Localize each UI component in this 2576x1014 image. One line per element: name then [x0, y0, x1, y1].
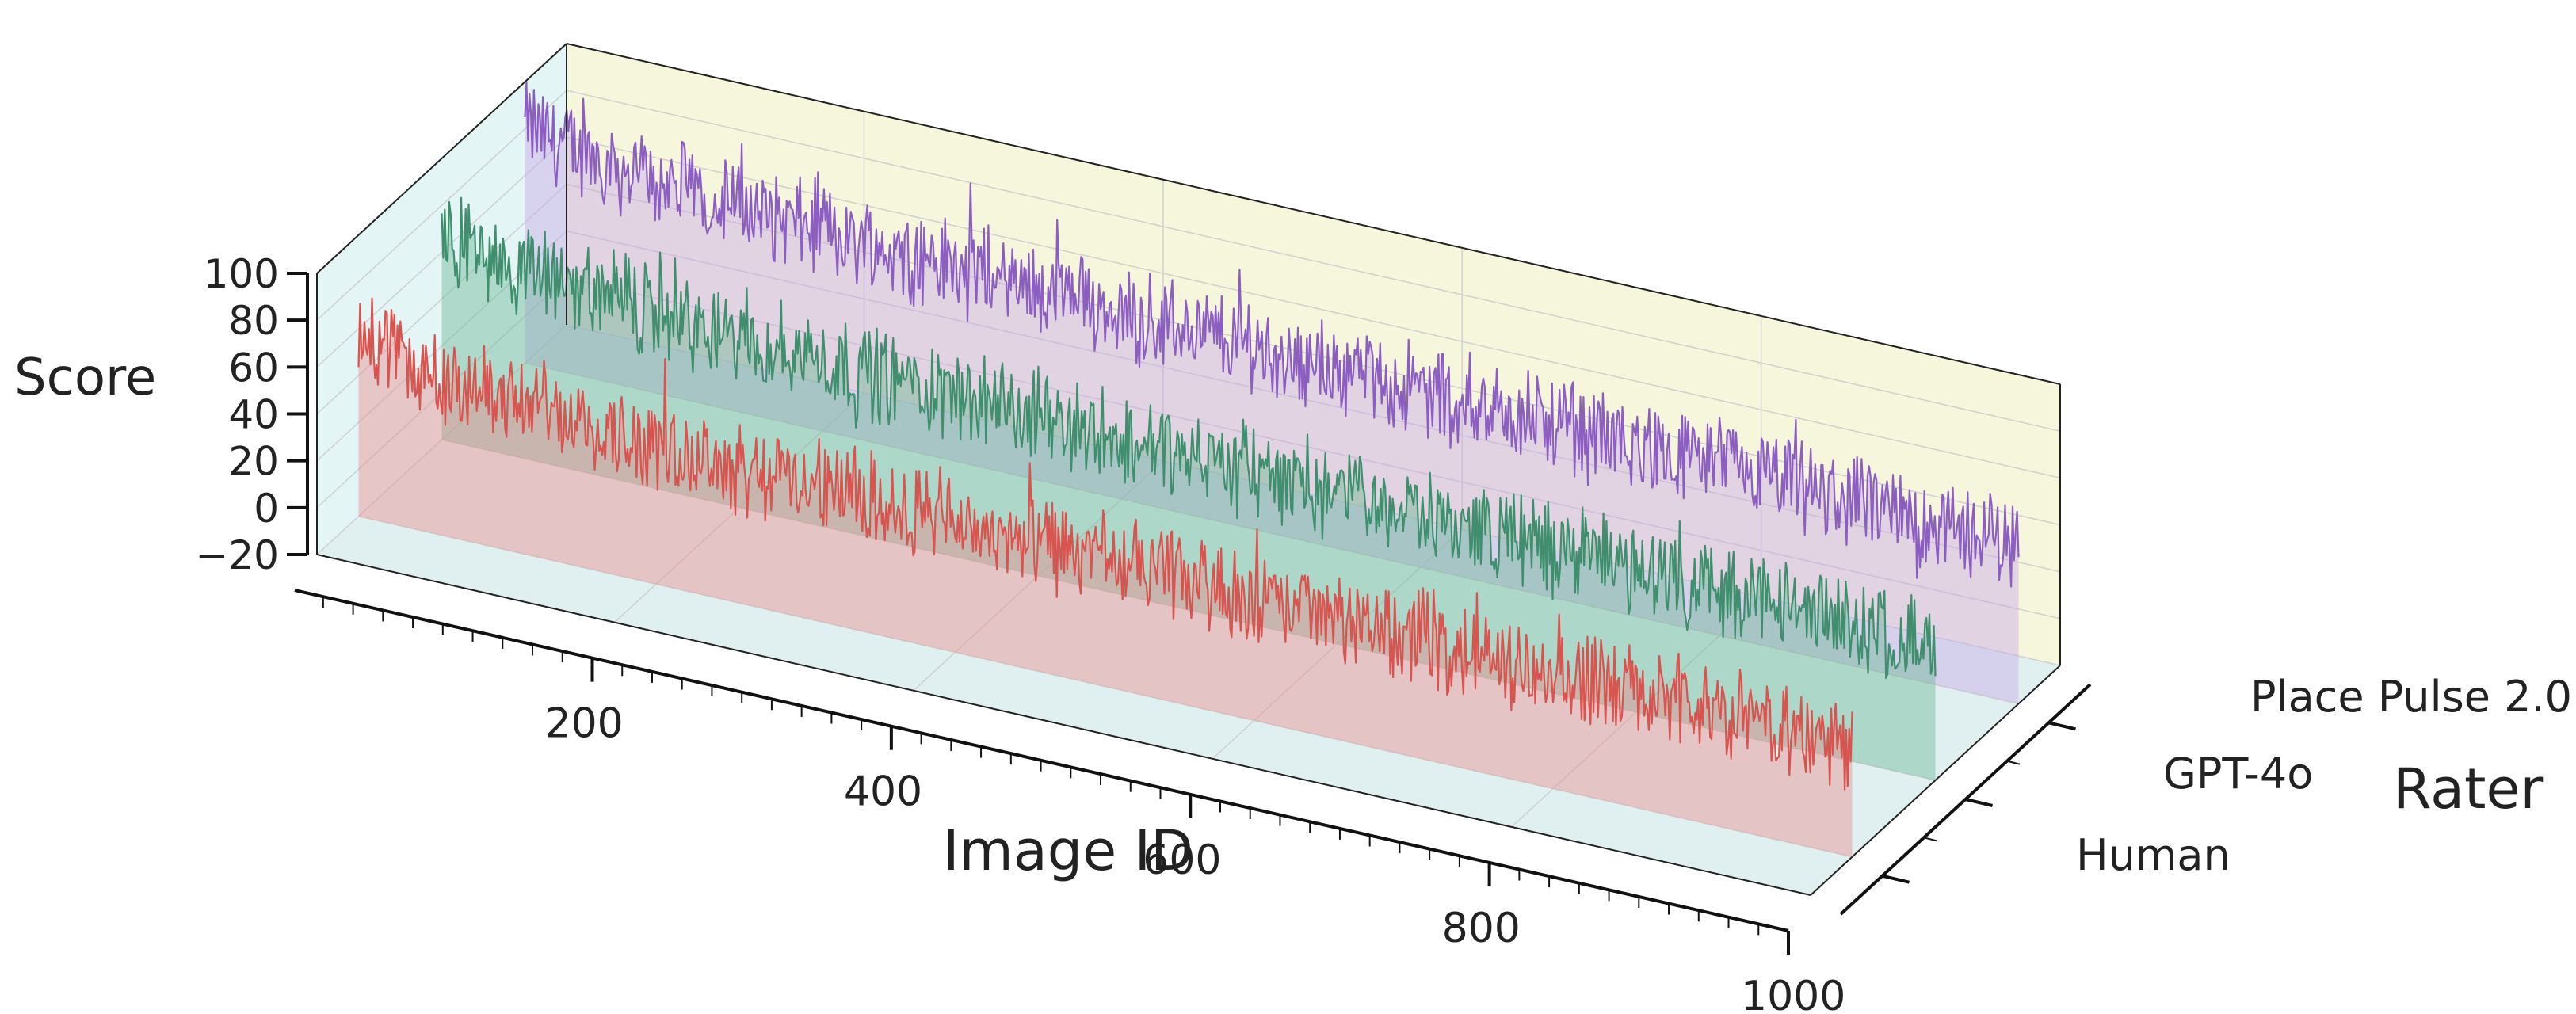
- x-tick-label: 800: [1442, 905, 1521, 952]
- series-line: [357, 297, 1853, 791]
- rater-tick-label-place-pulse: Place Pulse 2.0: [2250, 672, 2572, 722]
- series-line: [524, 81, 2020, 588]
- series-place-pulse-2-0: [524, 81, 2020, 704]
- frame-edge: [316, 43, 567, 274]
- y-axis-label: Rater: [2393, 757, 2544, 821]
- series-line: [441, 196, 1937, 680]
- x-tick-label: 1000: [1741, 973, 1845, 1014]
- series-layer: [357, 81, 2020, 857]
- series-area: [441, 197, 1936, 780]
- x-tick-label: 200: [544, 700, 623, 748]
- rater-tick-label-human: Human: [2076, 830, 2231, 880]
- frame-edge: [566, 43, 2061, 385]
- x-axis-label: Image ID: [943, 818, 1193, 883]
- z-tick-label: 60: [228, 345, 279, 391]
- z-tick-label: 20: [228, 439, 279, 485]
- axes-frame: [316, 43, 2061, 896]
- frame-edge: [316, 554, 1811, 896]
- y-major-tick: [1965, 798, 1993, 807]
- y-major-tick: [1882, 874, 1910, 884]
- y-gridline: [441, 439, 1936, 781]
- y-minor-tick: [1923, 837, 1937, 842]
- z-tick-label: 40: [228, 392, 279, 438]
- y-major-tick: [2048, 721, 2076, 731]
- rater-tick-label-gpt-4o: GPT-4o: [2163, 749, 2313, 799]
- z-tick-label: −20: [195, 532, 279, 578]
- x-tick-label: 600: [1143, 837, 1221, 884]
- frame-edge: [1810, 665, 2061, 896]
- y-gridline: [525, 362, 2019, 705]
- x-tick-label: 400: [844, 768, 922, 816]
- y-minor-tick: [2006, 760, 2021, 765]
- y-gridline: [358, 515, 1853, 858]
- z-tick-label: 100: [204, 251, 279, 297]
- series-gpt-4o: [441, 196, 1937, 780]
- z-tick-label: 80: [228, 298, 279, 344]
- series-human: [357, 297, 1853, 857]
- z-axis-label: Score: [14, 349, 156, 407]
- z-tick-label: 0: [254, 486, 279, 532]
